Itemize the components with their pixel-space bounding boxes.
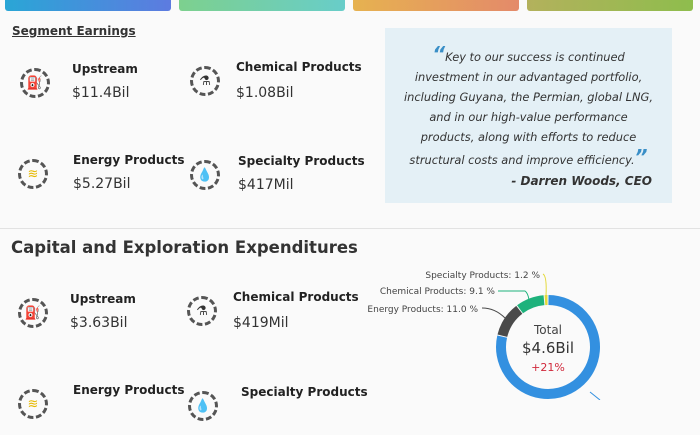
- capex-donut-chart: Total $4.6Bil +21% Specialty Products: 1…: [0, 0, 700, 400]
- leader-line-energy: [482, 308, 505, 318]
- donut-center-label: Total: [533, 323, 562, 337]
- donut-slice-2: [502, 310, 519, 336]
- leader-line-main: [590, 392, 600, 400]
- slice-label-specialty: Specialty Products: 1.2 %: [425, 271, 540, 281]
- donut-center-value: $4.6Bil: [522, 339, 574, 357]
- leader-line-chemical: [498, 291, 529, 300]
- donut-slice-1: [520, 300, 544, 309]
- donut-center-change: +21%: [531, 361, 565, 374]
- slice-label-energy: Energy Products: 11.0 %: [367, 305, 478, 315]
- leader-line-specialty: [543, 274, 546, 296]
- slice-label-chemical: Chemical Products: 9.1 %: [380, 287, 496, 297]
